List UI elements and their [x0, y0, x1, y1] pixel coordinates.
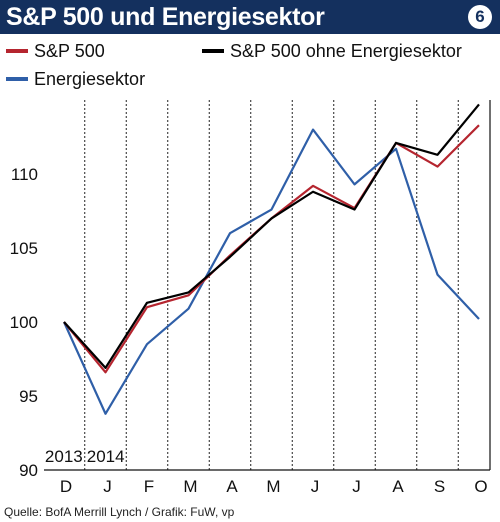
- x-tick-label: O: [474, 477, 487, 496]
- x-tick-label: F: [144, 477, 154, 496]
- x-tick-label: M: [266, 477, 280, 496]
- year-label: 2014: [87, 447, 125, 466]
- source-note: Quelle: BofA Merrill Lynch / Grafik: FuW…: [4, 505, 235, 519]
- y-tick-label: 90: [19, 461, 38, 480]
- title-bar: S&P 500 und Energiesektor 6: [0, 0, 500, 34]
- legend-swatch-energy: [6, 77, 28, 81]
- y-tick-label: 95: [19, 387, 38, 406]
- legend-label-energy: Energiesektor: [34, 69, 146, 89]
- chart-title: S&P 500 und Energiesektor: [6, 3, 325, 31]
- series-line: [62, 128, 480, 415]
- legend-swatch-sp500: [6, 49, 28, 53]
- x-tick-label: A: [226, 477, 238, 496]
- legend-label-ex-energy: S&P 500 ohne Energiesektor: [230, 41, 462, 61]
- x-tick-label: A: [392, 477, 404, 496]
- series-line: [63, 103, 480, 369]
- y-tick-label: 110: [11, 165, 38, 184]
- legend-swatch-ex-energy: [202, 49, 224, 53]
- x-tick-label: J: [311, 477, 320, 496]
- legend: S&P 500 S&P 500 ohne Energiesektor Energ…: [0, 38, 500, 98]
- x-tick-label: S: [434, 477, 445, 496]
- x-tick-label: J: [352, 477, 361, 496]
- year-label: 2013: [45, 447, 83, 466]
- y-tick-label: 100: [10, 313, 38, 332]
- x-tick-label: J: [103, 477, 112, 496]
- x-tick-label: D: [60, 477, 72, 496]
- x-tick-label: M: [183, 477, 197, 496]
- legend-label-sp500: S&P 500: [34, 41, 105, 61]
- y-tick-label: 105: [10, 239, 38, 258]
- figure-number-badge: 6: [468, 5, 492, 29]
